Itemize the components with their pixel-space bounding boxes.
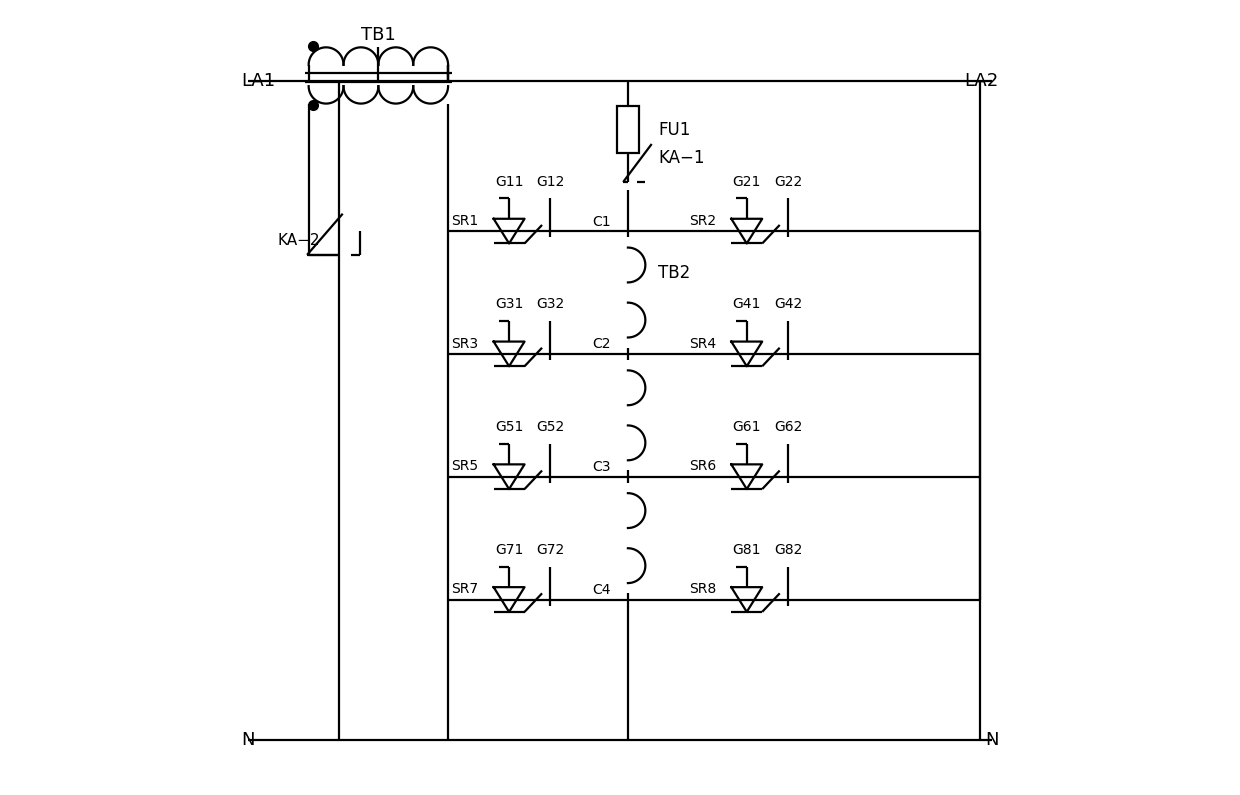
Text: LA1: LA1 bbox=[242, 72, 275, 90]
Bar bbox=[616, 106, 639, 153]
Text: C2: C2 bbox=[591, 337, 610, 351]
Text: KA−1: KA−1 bbox=[658, 149, 704, 167]
Text: C3: C3 bbox=[591, 460, 610, 474]
Text: G11: G11 bbox=[495, 175, 523, 188]
Text: TB1: TB1 bbox=[361, 25, 396, 44]
Text: G31: G31 bbox=[495, 297, 523, 312]
Text: G42: G42 bbox=[774, 297, 802, 312]
Text: KA−2: KA−2 bbox=[278, 233, 320, 248]
Text: G61: G61 bbox=[733, 421, 761, 434]
Text: SR7: SR7 bbox=[451, 582, 479, 596]
Text: G71: G71 bbox=[495, 543, 523, 557]
Text: G12: G12 bbox=[536, 175, 564, 188]
Text: G62: G62 bbox=[774, 421, 802, 434]
Text: G81: G81 bbox=[733, 543, 761, 557]
Text: G21: G21 bbox=[733, 175, 761, 188]
Text: SR1: SR1 bbox=[451, 214, 479, 228]
Text: LA2: LA2 bbox=[965, 72, 998, 90]
Text: G52: G52 bbox=[536, 421, 564, 434]
Text: N: N bbox=[242, 731, 254, 749]
Text: SR5: SR5 bbox=[451, 460, 479, 474]
Text: N: N bbox=[986, 731, 998, 749]
Text: G32: G32 bbox=[536, 297, 564, 312]
Text: G22: G22 bbox=[774, 175, 802, 188]
Text: SR3: SR3 bbox=[451, 336, 479, 351]
Text: C4: C4 bbox=[591, 583, 610, 597]
Text: G41: G41 bbox=[733, 297, 761, 312]
Text: G51: G51 bbox=[495, 421, 523, 434]
Text: G82: G82 bbox=[774, 543, 802, 557]
Text: C1: C1 bbox=[591, 215, 610, 229]
Text: SR8: SR8 bbox=[689, 582, 717, 596]
Text: G72: G72 bbox=[536, 543, 564, 557]
Text: SR2: SR2 bbox=[689, 214, 717, 228]
Text: FU1: FU1 bbox=[658, 121, 691, 139]
Text: SR6: SR6 bbox=[689, 460, 717, 474]
Text: SR4: SR4 bbox=[689, 336, 717, 351]
Text: TB2: TB2 bbox=[658, 264, 691, 281]
